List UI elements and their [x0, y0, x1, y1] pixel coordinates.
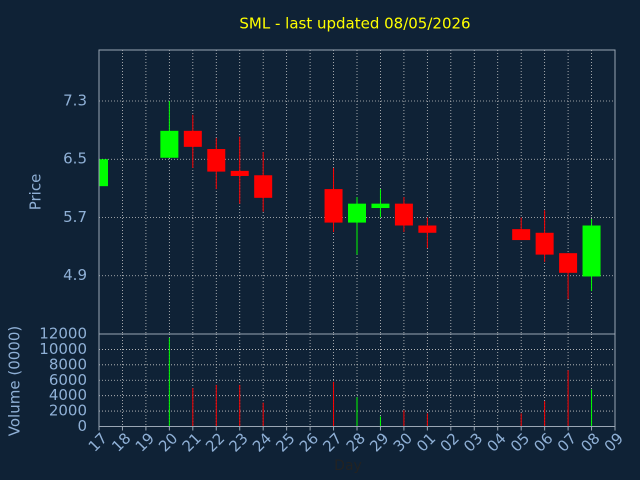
volume-tick-label: 10000 [39, 340, 87, 358]
volume-axis-label: Volume (0000) [6, 326, 24, 436]
candle-body [183, 130, 202, 147]
candle-body [559, 253, 578, 273]
candle-body [324, 189, 343, 223]
volume-tick-label: 2000 [49, 402, 87, 420]
y-tick-label: 4.9 [63, 266, 87, 284]
x-axis-label: Day [334, 458, 362, 474]
y-tick-label: 5.7 [63, 208, 87, 226]
candle-body [207, 149, 226, 172]
candle-body [254, 175, 273, 198]
candle-body [512, 229, 531, 241]
candle-body [348, 203, 366, 223]
y-tick-label: 6.5 [63, 150, 87, 168]
candle-body [418, 225, 437, 233]
candle-body [99, 159, 108, 187]
volume-tick-label: 8000 [49, 355, 87, 373]
volume-frame [98, 333, 616, 427]
candle-body [160, 130, 179, 158]
volume-tick-label: 0 [77, 417, 87, 435]
volume-tick-label: 6000 [49, 371, 87, 389]
candle-body [535, 232, 554, 255]
y-axis-label: Price [27, 174, 45, 211]
candle-body [230, 170, 249, 176]
candle-body [582, 225, 601, 277]
volume-tick-label: 4000 [49, 386, 87, 404]
candle-body [371, 203, 390, 209]
y-tick-label: 7.3 [63, 91, 87, 109]
candle-body [394, 203, 413, 226]
chart-title: SML - last updated 08/05/2026 [239, 15, 470, 33]
volume-tick-label: 12000 [39, 325, 87, 343]
